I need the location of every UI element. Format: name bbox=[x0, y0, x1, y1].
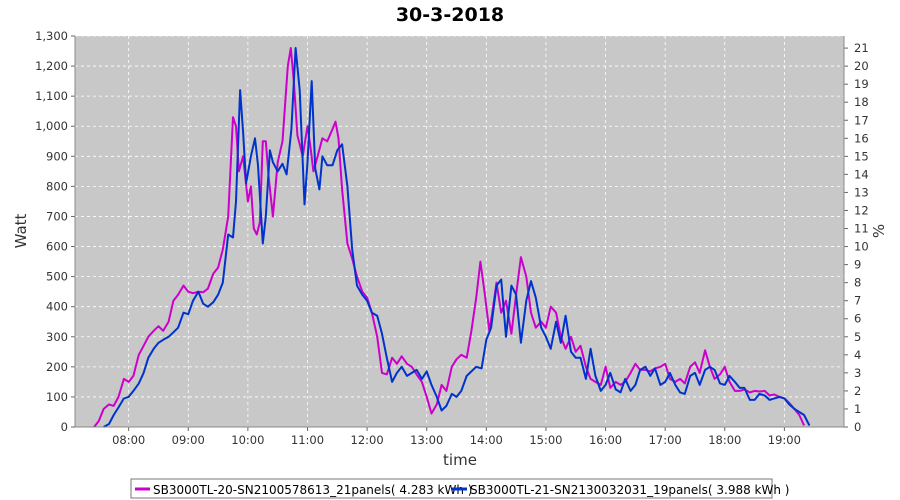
y-tick-label: 0 bbox=[61, 420, 68, 434]
y2-tick-label: 20 bbox=[854, 59, 869, 73]
y2-tick-label: 5 bbox=[854, 330, 861, 344]
y-tick-label: 600 bbox=[46, 240, 68, 254]
y2-tick-label: 9 bbox=[854, 258, 861, 272]
series-line-1 bbox=[93, 47, 806, 428]
x-tick-label: 08:00 bbox=[112, 433, 145, 447]
y2-tick-label: 13 bbox=[854, 185, 869, 199]
legend-label-series-2: SB3000TL-21-SN2130032031_19panels( 3.988… bbox=[470, 483, 789, 497]
legend-box bbox=[130, 478, 773, 499]
y2-tick-label: 4 bbox=[854, 348, 861, 362]
y2-tick-label: 6 bbox=[854, 312, 861, 326]
y2-axis-title: % bbox=[870, 224, 888, 238]
y-tick-label: 700 bbox=[46, 209, 68, 223]
y-tick-label: 900 bbox=[46, 149, 68, 163]
x-tick-label: 14:00 bbox=[470, 433, 503, 447]
x-tick-label: 09:00 bbox=[172, 433, 205, 447]
y-tick-label: 300 bbox=[46, 330, 68, 344]
y-tick-label: 800 bbox=[46, 179, 68, 193]
x-tick-label: 13:00 bbox=[410, 433, 443, 447]
y2-tick-label: 10 bbox=[854, 240, 869, 254]
y-axis-left: 0 100 200 300 400 500 600 700 800 900 1,000 1,100 1,… bbox=[35, 29, 76, 434]
x-tick-label: 17:00 bbox=[649, 433, 682, 447]
y-tick-label: 1,300 bbox=[35, 29, 68, 43]
series-line-2 bbox=[103, 47, 811, 428]
y-tick-label: 200 bbox=[46, 360, 68, 374]
x-tick-label: 19:00 bbox=[768, 433, 801, 447]
x-axis: 08:00 09:00 10:00 11:00 12:00 13:00 14:00 15:00… bbox=[75, 426, 844, 447]
y-tick-label: 100 bbox=[46, 390, 68, 404]
x-tick-label: 16:00 bbox=[589, 433, 622, 447]
plot-area bbox=[75, 36, 844, 427]
x-tick-label: 10:00 bbox=[231, 433, 264, 447]
y-tick-label: 1,200 bbox=[35, 59, 68, 73]
y-tick-label: 500 bbox=[46, 270, 68, 284]
y2-tick-label: 11 bbox=[854, 222, 869, 236]
y2-tick-label: 14 bbox=[854, 167, 869, 181]
chart-title: 30-3-2018 bbox=[396, 4, 504, 26]
x-tick-label: 12:00 bbox=[351, 433, 384, 447]
y-tick-label: 1,100 bbox=[35, 89, 68, 103]
legend-label-series-1: SB3000TL-20-SN2100578613_21panels( 4.283… bbox=[153, 483, 472, 497]
y2-tick-label: 1 bbox=[854, 402, 861, 416]
y2-tick-label: 21 bbox=[854, 41, 869, 55]
x-tick-label: 11:00 bbox=[291, 433, 324, 447]
y2-tick-label: 7 bbox=[854, 294, 861, 308]
y2-tick-label: 2 bbox=[854, 384, 861, 398]
y2-tick-label: 8 bbox=[854, 276, 861, 290]
y2-tick-label: 0 bbox=[854, 420, 861, 434]
series-lines bbox=[93, 47, 811, 428]
y2-tick-label: 15 bbox=[854, 149, 869, 163]
x-axis-title: time bbox=[443, 451, 477, 469]
x-tick-label: 15:00 bbox=[529, 433, 562, 447]
y2-tick-label: 17 bbox=[854, 113, 869, 127]
legend: SB3000TL-20-SN2100578613_21panels( 4.283… bbox=[130, 478, 789, 499]
y2-tick-label: 12 bbox=[854, 203, 869, 217]
x-tick-label: 18:00 bbox=[708, 433, 741, 447]
y-tick-label: 400 bbox=[46, 300, 68, 314]
y-tick-label: 1,000 bbox=[35, 119, 68, 133]
y2-tick-label: 18 bbox=[854, 95, 869, 109]
y2-tick-label: 19 bbox=[854, 77, 869, 91]
gridlines bbox=[75, 35, 844, 428]
y2-tick-label: 3 bbox=[854, 366, 861, 380]
y-axis-title: Watt bbox=[12, 213, 30, 248]
y2-tick-label: 16 bbox=[854, 131, 869, 145]
